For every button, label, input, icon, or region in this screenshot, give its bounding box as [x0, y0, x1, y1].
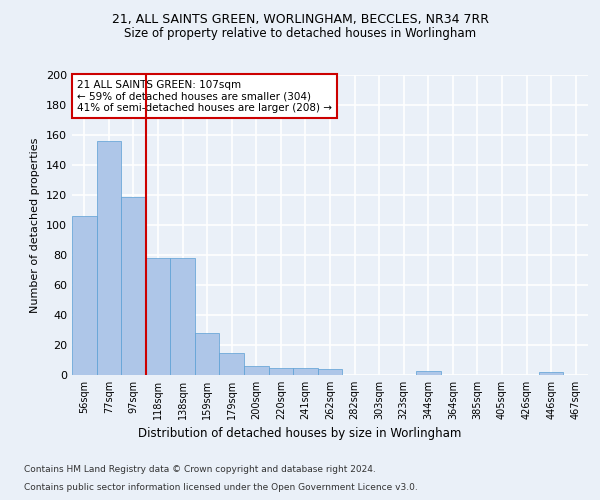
Bar	[72, 216, 97, 375]
Bar	[269, 368, 293, 375]
Bar	[293, 368, 318, 375]
Bar	[416, 370, 440, 375]
Text: Size of property relative to detached houses in Worlingham: Size of property relative to detached ho…	[124, 28, 476, 40]
Bar	[97, 141, 121, 375]
Bar	[318, 369, 342, 375]
Bar	[146, 258, 170, 375]
Bar	[121, 196, 146, 375]
Text: Distribution of detached houses by size in Worlingham: Distribution of detached houses by size …	[139, 428, 461, 440]
Bar	[539, 372, 563, 375]
Bar	[220, 352, 244, 375]
Y-axis label: Number of detached properties: Number of detached properties	[31, 138, 40, 312]
Text: Contains HM Land Registry data © Crown copyright and database right 2024.: Contains HM Land Registry data © Crown c…	[24, 465, 376, 474]
Text: Contains public sector information licensed under the Open Government Licence v3: Contains public sector information licen…	[24, 482, 418, 492]
Bar	[170, 258, 195, 375]
Text: 21, ALL SAINTS GREEN, WORLINGHAM, BECCLES, NR34 7RR: 21, ALL SAINTS GREEN, WORLINGHAM, BECCLE…	[112, 12, 488, 26]
Bar	[244, 366, 269, 375]
Bar	[195, 333, 220, 375]
Text: 21 ALL SAINTS GREEN: 107sqm
← 59% of detached houses are smaller (304)
41% of se: 21 ALL SAINTS GREEN: 107sqm ← 59% of det…	[77, 80, 332, 112]
